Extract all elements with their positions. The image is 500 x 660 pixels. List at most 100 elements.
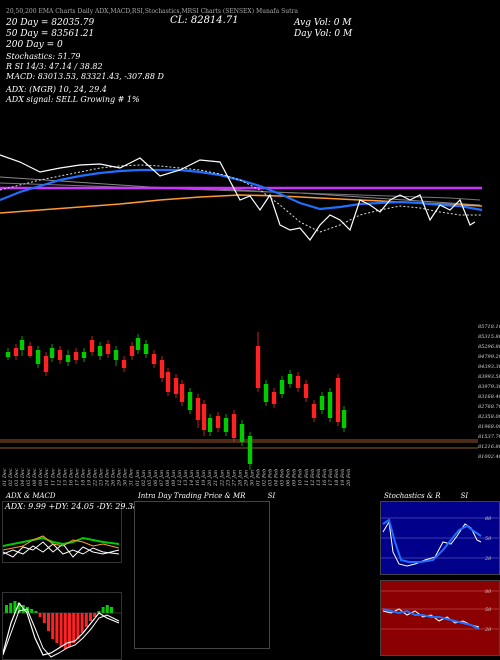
ema200-value: 200 Day = 0 bbox=[6, 40, 63, 50]
macd-histogram-bar bbox=[84, 613, 88, 627]
date-axis-label: 18 Feb bbox=[334, 469, 340, 486]
macd-histogram-bar bbox=[97, 611, 101, 613]
date-axis-label: 11 Dec bbox=[50, 468, 56, 486]
date-axis-label: 03 Feb bbox=[268, 469, 274, 486]
stoch-title: Stochastics & R SI bbox=[384, 492, 469, 500]
macd-histogram-bar bbox=[34, 611, 38, 613]
price-axis-label: 81002.40 bbox=[478, 454, 500, 460]
svg-text:80: 80 bbox=[485, 589, 492, 595]
date-axis-label: 30 Dec bbox=[123, 468, 129, 486]
date-axis-label: 01 Jan bbox=[135, 470, 141, 486]
svg-text:80: 80 bbox=[485, 516, 492, 522]
svg-text:50: 50 bbox=[485, 536, 492, 542]
date-axis-label: 16 Jan bbox=[195, 470, 201, 486]
candle-body bbox=[57, 350, 63, 360]
macd-subchart bbox=[2, 592, 122, 660]
date-axis-label: 02 Jan bbox=[141, 470, 147, 486]
macd-histogram-bar bbox=[59, 613, 63, 647]
date-axis-label: 22 Jan bbox=[219, 470, 225, 487]
macd-histogram-bar bbox=[93, 613, 97, 617]
date-axis-label: 22 Dec bbox=[93, 468, 99, 487]
macd-histogram-bar bbox=[105, 605, 109, 613]
candle-body bbox=[287, 374, 293, 384]
candle-body bbox=[255, 346, 261, 388]
price-axis-label: 81216.80 bbox=[478, 444, 500, 450]
adx-value: ADX: (MGR) 10, 24, 29.4 bbox=[6, 85, 107, 94]
ema50-value: 50 Day = 83561.21 bbox=[6, 29, 95, 39]
date-axis-label: 19 Jan bbox=[201, 470, 207, 486]
candle-body bbox=[65, 355, 71, 362]
candle-body bbox=[279, 380, 285, 394]
date-axis-label: 20 Jan bbox=[207, 470, 213, 487]
rsi-subchart: 80 50 20 bbox=[380, 580, 500, 656]
date-axis-label: 08 Jan bbox=[165, 470, 171, 486]
date-axis-label: 05 Jan bbox=[147, 470, 153, 486]
candle-body bbox=[121, 360, 127, 368]
date-axis-label: 27 Jan bbox=[231, 470, 237, 487]
adx-values: ADX: 9.99 +DY: 24.05 -DY: 29.38 bbox=[5, 502, 139, 511]
date-axis-label: 03 Dec bbox=[14, 468, 20, 486]
candle-body bbox=[89, 340, 95, 352]
svg-text:20: 20 bbox=[484, 556, 492, 562]
price-axis-label: 85296.80 bbox=[478, 344, 500, 350]
macd-histogram-bar bbox=[76, 613, 80, 639]
macd-histogram-bar bbox=[9, 603, 13, 613]
date-axis-label: 19 Feb bbox=[340, 469, 346, 486]
date-axis-label: 04 Feb bbox=[274, 469, 280, 486]
candle-body bbox=[35, 350, 41, 364]
close-price: CL: 82814.71 bbox=[170, 15, 239, 26]
date-axis-label: 12 Dec bbox=[56, 468, 62, 486]
date-axis-label: 10 Dec bbox=[44, 468, 50, 486]
date-axis-label: 01 Feb bbox=[256, 469, 262, 486]
candle-body bbox=[223, 418, 229, 432]
macd-histogram-bar bbox=[101, 607, 105, 613]
svg-text:50: 50 bbox=[485, 607, 492, 613]
macd-histogram-bar bbox=[42, 613, 46, 623]
price-line bbox=[0, 154, 476, 242]
candle-body bbox=[195, 398, 201, 420]
date-axis-label: 29 Jan bbox=[243, 470, 249, 487]
candle-body bbox=[13, 348, 19, 356]
candle-body bbox=[81, 352, 87, 358]
candle-body bbox=[207, 418, 213, 432]
price-axis-label: 83993.50 bbox=[478, 374, 500, 380]
candle-body bbox=[319, 396, 325, 410]
chart-header-line: 20,50,200 EMA Charts Daily ADX,MACD,RSI,… bbox=[6, 8, 298, 15]
macd-histogram-bar bbox=[38, 613, 42, 617]
date-axis-label: 04 Dec bbox=[20, 468, 26, 486]
stochastics-subchart: 80 50 20 bbox=[380, 501, 500, 575]
date-axis-label: 12 Jan bbox=[177, 470, 183, 486]
candle-body bbox=[5, 352, 11, 357]
adx-signal: ADX signal: SELL Growing # 1% bbox=[6, 95, 140, 104]
candle-body bbox=[341, 410, 347, 428]
date-axis-label: 02 Dec bbox=[8, 468, 14, 486]
price-axis-label: 84393.30 bbox=[478, 364, 500, 370]
date-axis-label: 16 Feb bbox=[322, 469, 328, 486]
candle-body bbox=[105, 344, 111, 354]
macd-histogram-bar bbox=[72, 613, 76, 643]
price-axis-label: 85718.10 bbox=[478, 324, 500, 330]
candle-body bbox=[97, 346, 103, 356]
candle-body bbox=[239, 424, 245, 442]
date-axis-label: 09 Feb bbox=[292, 469, 298, 486]
date-axis-label: 09 Jan bbox=[171, 470, 177, 486]
date-axis-label: 23 Dec bbox=[99, 468, 105, 487]
candle-body bbox=[335, 378, 341, 422]
svg-text:20: 20 bbox=[484, 627, 492, 633]
stochastics-panel: Stochastics & R SI 80 50 20 80 50 20 bbox=[378, 492, 500, 660]
date-axis-label: 10 Feb bbox=[298, 469, 304, 486]
date-axis-label: 05 Dec bbox=[26, 468, 32, 486]
date-axis-label: 09 Dec bbox=[38, 468, 44, 486]
candle-body bbox=[311, 404, 317, 418]
macd-histogram-bar bbox=[80, 613, 84, 633]
macd-histogram-bar bbox=[55, 613, 59, 643]
price-axis-label: 82358.00 bbox=[478, 414, 500, 420]
stochastics-value: Stochastics: 51.79 bbox=[6, 52, 81, 61]
date-axis-label: 15 Dec bbox=[62, 468, 68, 486]
macd-histogram-bar bbox=[30, 609, 34, 613]
date-axis-label: 18 Dec bbox=[81, 468, 87, 486]
candle-body bbox=[159, 360, 165, 378]
